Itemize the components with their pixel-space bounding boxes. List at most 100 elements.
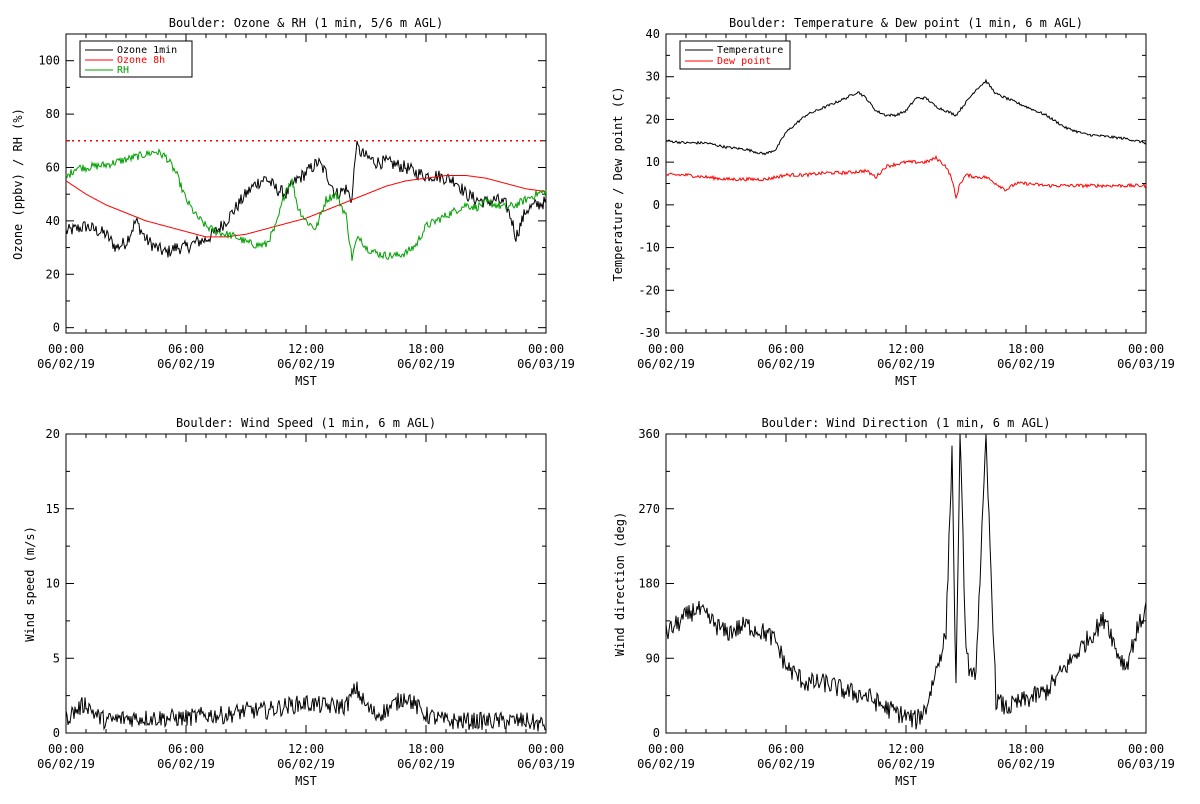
- y-axis-label: Temperature / Dew point (C): [611, 86, 625, 281]
- data-series: [665, 433, 1147, 730]
- x-tick-time-label: 00:00: [48, 742, 84, 756]
- y-tick-label: 360: [638, 427, 660, 441]
- data-series: [665, 78, 1147, 200]
- x-tick-time-label: 06:00: [768, 742, 804, 756]
- y-tick-labels: 0 5 10 15 20: [46, 427, 60, 740]
- y-tick-label: 40: [646, 27, 660, 41]
- y-axis-label: Ozone (ppbv) / RH (%): [11, 108, 25, 260]
- x-axis-label: MST: [295, 374, 317, 388]
- x-tick-date-label: 06/02/19: [637, 357, 695, 371]
- series-line-boulder-wind-speed-1-min-6-m-agl: [65, 681, 547, 732]
- x-tick-date-label: 06/02/19: [637, 757, 695, 771]
- y-tick-label: 100: [38, 54, 60, 68]
- y-axis-label: Wind direction (deg): [613, 512, 627, 657]
- y-tick-label: 180: [638, 577, 660, 591]
- legend: Temperature Dew point: [679, 40, 791, 70]
- x-tick-time-label: 00:00: [1128, 742, 1164, 756]
- x-tick-date-label: 06/02/19: [757, 357, 815, 371]
- plot-frame: [665, 433, 1147, 734]
- x-tick-time-label: 00:00: [1128, 342, 1164, 356]
- x-tick-labels: 00:0006/02/1906:0006/02/1912:0006/02/191…: [37, 742, 575, 771]
- x-tick-date-label: 06/03/19: [1117, 357, 1175, 371]
- y-tick-label: 80: [46, 107, 60, 121]
- y-tick-label: 30: [646, 70, 660, 84]
- panel-temperature-dewpoint: Boulder: Temperature & Dew point (1 min,…: [611, 16, 1175, 388]
- x-tick-date-label: 06/02/19: [37, 757, 95, 771]
- series-line-rh: [65, 147, 547, 261]
- x-tick-time-label: 12:00: [888, 342, 924, 356]
- x-tick-date-label: 06/02/19: [277, 357, 335, 371]
- x-tick-date-label: 06/02/19: [757, 757, 815, 771]
- x-tick-time-label: 12:00: [888, 742, 924, 756]
- y-tick-labels: 0 20 40 60 80 100: [38, 54, 60, 335]
- tick-marks: [65, 433, 547, 734]
- x-tick-date-label: 06/03/19: [517, 757, 575, 771]
- legend: Ozone 1min Ozone 8h RH: [79, 40, 193, 78]
- legend-box: [79, 40, 193, 78]
- panel-wind-direction: Boulder: Wind Direction (1 min, 6 m AGL)…: [613, 416, 1175, 788]
- legend-box: [679, 40, 791, 70]
- x-tick-date-label: 06/02/19: [997, 357, 1055, 371]
- x-tick-date-label: 06/02/19: [277, 757, 335, 771]
- x-tick-time-label: 12:00: [288, 742, 324, 756]
- x-tick-time-label: 18:00: [408, 342, 444, 356]
- y-tick-label: -20: [638, 283, 660, 297]
- x-tick-date-label: 06/02/19: [997, 757, 1055, 771]
- panel-title: Boulder: Wind Direction (1 min, 6 m AGL): [762, 416, 1051, 430]
- panel-title: Boulder: Ozone & RH (1 min, 5/6 m AGL): [169, 16, 444, 30]
- legend-label-temperature: Temperature: [717, 45, 783, 56]
- tick-marks: [65, 34, 547, 333]
- legend-label-dew-point: Dew point: [717, 56, 771, 67]
- tick-marks: [665, 33, 1147, 334]
- plot-frame: [65, 33, 547, 334]
- x-tick-time-label: 12:00: [288, 342, 324, 356]
- x-tick-time-label: 18:00: [408, 742, 444, 756]
- data-series: [65, 681, 547, 732]
- series-line-boulder-wind-direction-1-min-6-m-agl: [665, 433, 1147, 730]
- plot-frame: [65, 433, 547, 734]
- panel-title: Boulder: Wind Speed (1 min, 6 m AGL): [176, 416, 436, 430]
- legend-label-ozone-1min: Ozone 1min: [117, 45, 177, 56]
- x-axis-label: MST: [295, 774, 317, 788]
- x-tick-time-label: 00:00: [528, 742, 564, 756]
- y-tick-label: 0: [653, 726, 660, 740]
- x-tick-date-label: 06/03/19: [517, 357, 575, 371]
- y-tick-label: 0: [53, 321, 60, 335]
- series-line-ozone-8h: [65, 175, 547, 238]
- y-tick-label: 20: [46, 427, 60, 441]
- plot-frame: [665, 33, 1147, 334]
- y-tick-label: 0: [653, 198, 660, 212]
- x-tick-time-label: 06:00: [768, 342, 804, 356]
- y-tick-label: 5: [53, 651, 60, 665]
- series-line-ozone-1min: [65, 140, 547, 258]
- series-line-temperature: [665, 78, 1147, 156]
- x-tick-time-label: 18:00: [1008, 342, 1044, 356]
- y-tick-label: 0: [53, 726, 60, 740]
- x-tick-date-label: 06/03/19: [1117, 757, 1175, 771]
- y-tick-label: 10: [46, 577, 60, 591]
- y-tick-label: -30: [638, 326, 660, 340]
- x-tick-time-label: 00:00: [528, 342, 564, 356]
- panel-wind-speed: Boulder: Wind Speed (1 min, 6 m AGL) Win…: [23, 416, 575, 788]
- x-tick-time-label: 18:00: [1008, 742, 1044, 756]
- x-axis-label: MST: [895, 774, 917, 788]
- x-tick-date-label: 06/02/19: [157, 357, 215, 371]
- x-tick-date-label: 06/02/19: [877, 357, 935, 371]
- x-tick-time-label: 06:00: [168, 742, 204, 756]
- y-tick-label: 10: [646, 155, 660, 169]
- y-tick-labels: 0 90 180 270 360: [638, 427, 660, 740]
- x-tick-date-label: 06/02/19: [397, 357, 455, 371]
- x-tick-time-label: 00:00: [648, 342, 684, 356]
- x-tick-time-label: 00:00: [648, 742, 684, 756]
- x-tick-labels: 00:0006/02/1906:0006/02/1912:0006/02/191…: [37, 342, 575, 371]
- x-tick-date-label: 06/02/19: [397, 757, 455, 771]
- y-tick-label: 60: [46, 160, 60, 174]
- y-tick-label: 15: [46, 502, 60, 516]
- legend-label-rh: RH: [117, 65, 129, 76]
- y-tick-label: 270: [638, 502, 660, 516]
- y-tick-label: 20: [46, 267, 60, 281]
- x-tick-labels: 00:0006/02/1906:0006/02/1912:0006/02/191…: [637, 342, 1175, 371]
- x-axis-label: MST: [895, 374, 917, 388]
- legend-label-ozone-8h: Ozone 8h: [117, 55, 165, 66]
